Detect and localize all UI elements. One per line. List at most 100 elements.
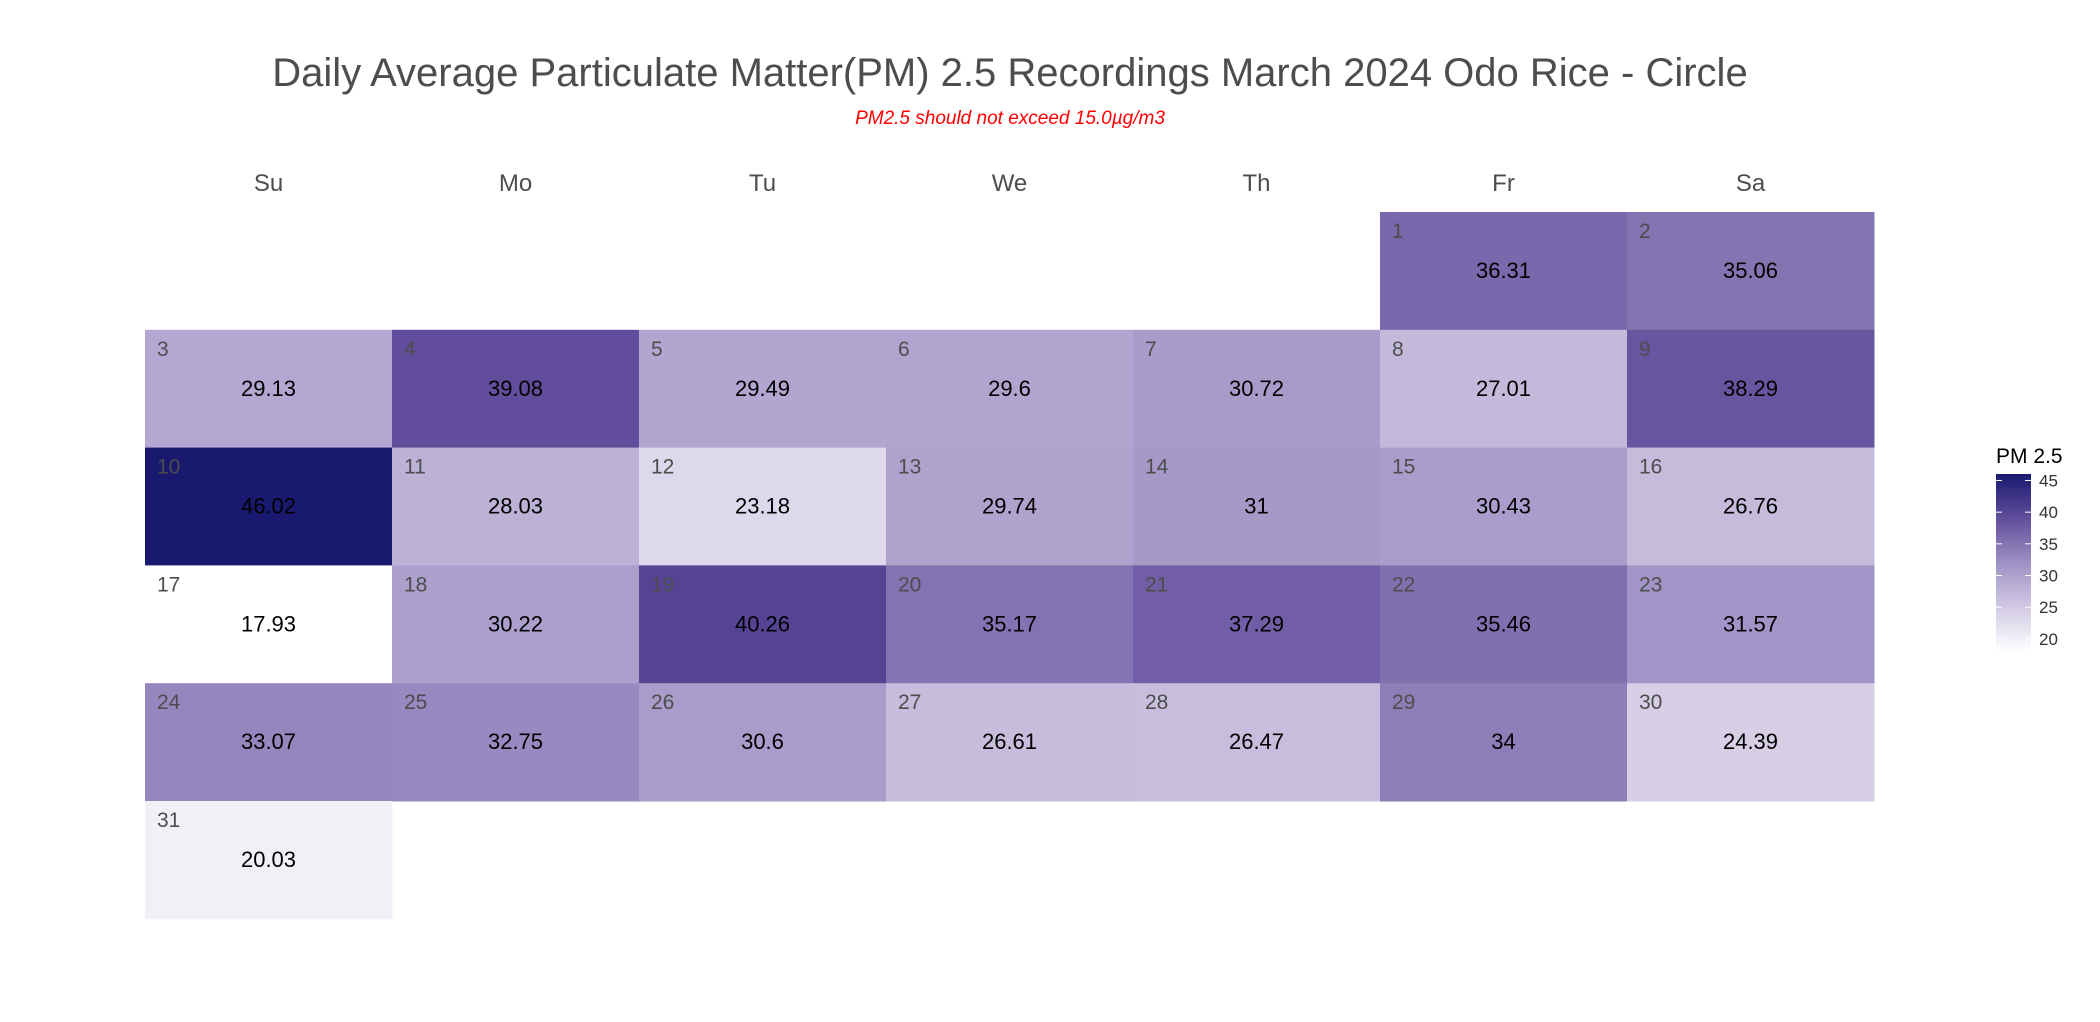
day-cell-15: 15 30.43	[1380, 447, 1628, 566]
weekday-label-tu: Tu	[749, 170, 776, 197]
day-number: 8	[1392, 338, 1404, 361]
day-cell-rect	[392, 329, 640, 449]
day-number: 19	[651, 573, 674, 596]
day-cell-rect	[1380, 565, 1628, 684]
day-cell-rect	[1627, 212, 1875, 331]
day-number: 11	[404, 456, 426, 479]
legend: PM 2.5 45 40 35 30 25 20	[1996, 445, 2063, 652]
day-cell-rect	[1627, 683, 1875, 802]
day-value: 29.6	[988, 376, 1031, 401]
day-number: 10	[157, 456, 180, 479]
day-number: 17	[157, 573, 180, 596]
day-cell-22: 22 35.46	[1380, 565, 1628, 684]
day-cell-rect	[1380, 329, 1628, 449]
weekday-labels: Su Mo Tu We Th Fr Sa	[254, 170, 1766, 197]
day-cell-29: 29 34	[1380, 683, 1628, 802]
day-cell-25: 25 32.75	[392, 683, 640, 802]
weekday-label-su: Su	[254, 170, 283, 197]
day-cell-30: 30 24.39	[1627, 683, 1875, 802]
day-cell-rect	[1380, 683, 1628, 802]
weekday-label-sa: Sa	[1736, 170, 1766, 197]
calendar-cells: 136.31235.06329.13439.08529.49629.6730.7…	[145, 212, 1875, 920]
day-cell-rect	[639, 329, 887, 449]
day-number: 26	[651, 691, 674, 714]
day-number: 1	[1392, 220, 1404, 243]
day-number: 6	[898, 338, 910, 361]
day-cell-18: 18 30.22	[392, 565, 640, 684]
day-number: 4	[404, 338, 416, 361]
day-cell-rect	[886, 329, 1134, 449]
day-cell-20: 20 35.17	[886, 565, 1134, 684]
day-number: 2	[1639, 220, 1651, 243]
day-number: 21	[1145, 573, 1168, 596]
day-number: 16	[1639, 456, 1662, 479]
day-number: 14	[1145, 456, 1169, 479]
day-value: 36.31	[1476, 258, 1531, 283]
day-cell-12: 12 23.18	[639, 447, 887, 566]
day-cell-1: 136.31	[1380, 212, 1628, 331]
day-value: 30.22	[488, 611, 543, 636]
day-cell-4: 439.08	[392, 329, 640, 449]
day-number: 12	[651, 456, 674, 479]
day-cell-16: 16 26.76	[1627, 447, 1875, 566]
day-number: 3	[157, 338, 169, 361]
day-cell-7: 730.72	[1133, 329, 1381, 449]
day-cell-21: 21 37.29	[1133, 565, 1381, 684]
day-number: 23	[1639, 573, 1662, 596]
weekday-label-mo: Mo	[499, 170, 532, 197]
day-cell-rect	[639, 447, 887, 566]
legend-tick-label: 45	[2039, 471, 2058, 490]
day-value: 32.75	[488, 729, 543, 754]
day-value: 23.18	[735, 494, 790, 519]
day-value: 26.61	[982, 729, 1037, 754]
legend-colorbar	[1996, 474, 2031, 652]
day-number: 31	[157, 809, 180, 832]
chart-title: Daily Average Particulate Matter(PM) 2.5…	[272, 51, 1747, 95]
day-cell-3: 329.13	[145, 329, 393, 449]
legend-tick-label: 20	[2039, 630, 2058, 649]
day-cell-rect	[1627, 329, 1875, 449]
day-number: 7	[1145, 338, 1157, 361]
day-value: 33.07	[241, 729, 296, 754]
weekday-label-we: We	[992, 170, 1028, 197]
day-number: 28	[1145, 691, 1168, 714]
day-cell-rect	[639, 683, 887, 802]
day-value: 37.29	[1229, 611, 1284, 636]
day-number: 18	[404, 573, 427, 596]
day-cell-rect	[392, 447, 640, 566]
day-cell-rect	[1627, 565, 1875, 684]
day-value: 35.17	[982, 611, 1037, 636]
day-value: 29.74	[982, 494, 1037, 519]
day-cell-rect	[392, 683, 640, 802]
day-value: 26.47	[1229, 729, 1284, 754]
day-value: 30.72	[1229, 376, 1284, 401]
day-number: 27	[898, 691, 921, 714]
day-value: 39.08	[488, 376, 543, 401]
day-number: 15	[1392, 456, 1415, 479]
legend-tick-label: 35	[2039, 535, 2058, 554]
day-value: 28.03	[488, 494, 543, 519]
day-value: 35.06	[1723, 258, 1778, 283]
day-cell-rect	[1133, 683, 1381, 802]
day-cell-17: 17 17.93	[145, 565, 393, 684]
day-value: 35.46	[1476, 611, 1531, 636]
day-number: 20	[898, 573, 921, 596]
day-cell-rect	[886, 683, 1134, 802]
day-value: 40.26	[735, 611, 790, 636]
weekday-label-fr: Fr	[1492, 170, 1515, 197]
day-cell-11: 11 28.03	[392, 447, 640, 566]
day-cell-rect	[392, 565, 640, 684]
legend-tick-label: 40	[2039, 503, 2058, 522]
day-cell-rect	[1380, 212, 1628, 331]
day-value: 29.13	[241, 376, 296, 401]
day-cell-10: 10 46.02	[145, 447, 393, 566]
day-cell-rect	[1380, 447, 1628, 566]
day-number: 5	[651, 338, 663, 361]
day-value: 20.03	[241, 847, 296, 872]
day-cell-19: 19 40.26	[639, 565, 887, 684]
day-number: 25	[404, 691, 427, 714]
day-value: 31	[1244, 494, 1268, 519]
day-cell-rect	[145, 329, 393, 449]
day-cell-31: 31 20.03	[145, 801, 393, 920]
chart-subtitle: PM2.5 should not exceed 15.0µg/m3	[855, 108, 1165, 129]
